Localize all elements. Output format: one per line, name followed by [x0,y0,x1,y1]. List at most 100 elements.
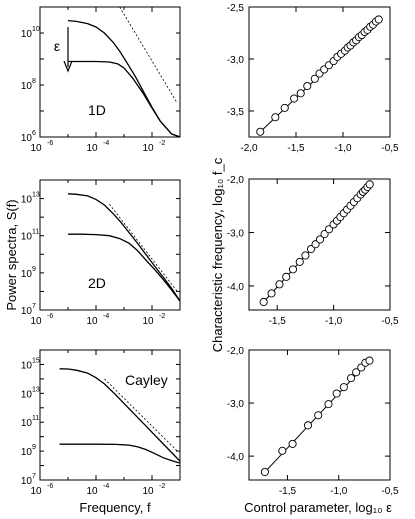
y-tick-label: 10 [21,447,33,458]
x-tick-label: 10 [86,316,98,327]
spectrum-series-2 [68,60,180,137]
x-tick-exponent: -6 [47,313,53,320]
y-tick-label: -2,5 [227,3,245,14]
plot-frame [248,178,391,311]
y-tick-exponent: 9 [32,266,36,273]
x-tick-exponent: -2 [159,140,165,147]
characteristic-frequency-panels: -2,0 -1,5 -1,0 -0,5 -3,5 -3,0 -2,5 -1,5 -1,0 -0,5… [227,3,399,497]
x-tick-label: 10 [30,143,42,154]
data-point [352,368,361,377]
x-tick-label: -1,0 [334,143,352,154]
y-tick-label: -3,5 [227,107,245,118]
y-tick-label: 10 [21,389,33,400]
data-point [306,244,316,254]
x-tick-exponent: -4 [103,313,109,320]
data-point [282,272,291,281]
data-point [290,94,299,103]
x-tick-label: -1,5 [269,316,287,327]
data-point [288,265,298,274]
data-point [259,297,268,307]
data-point [320,230,329,239]
x-tick-exponent: -6 [47,483,53,490]
y-tick-label: -3,0 [227,228,245,239]
data-point [332,389,341,398]
left-x-axis-label: Frequency, f [79,500,151,515]
y-tick-label: 10 [21,360,33,371]
x-tick-label: 10 [30,316,42,327]
spectrum-series-2 [59,443,180,464]
x-tick-exponent: -4 [103,483,109,490]
data-point [288,439,297,448]
y-tick-label: 10 [21,81,33,92]
y-tick-exponent: 8 [32,78,36,85]
y-tick-exponent: 10 [32,26,40,33]
y-tick-label: -2,0 [227,175,245,186]
x-tick-label: -0,5 [381,486,399,497]
x-tick-label: -0,5 [381,316,399,327]
data-point [256,127,265,136]
frequency-panel-2: -1,5 -1,0 -0,5 -4,0 -3,0 -2,0 [227,175,399,327]
data-point [260,467,269,477]
y-tick-label: -2,0 [227,346,245,357]
x-tick-label: -1,0 [330,486,348,497]
data-point [365,356,374,365]
y-tick-label: 10 [21,269,33,280]
y-tick-label: 10 [21,476,33,487]
y-tick-label: -4,0 [227,282,245,293]
data-point [303,421,313,430]
data-point [275,280,284,289]
y-tick-exponent: 13 [32,386,40,393]
spectrum-series-1 [67,193,180,302]
x-tick-label: 10 [86,486,98,497]
slope-guide-line [119,7,178,104]
data-point [365,180,374,189]
plot-frame [248,6,391,138]
left-y-axis-label: Power spectra, S(f) [4,199,19,310]
data-point [280,103,289,112]
y-tick-exponent: 11 [32,415,39,422]
epsilon-arrowhead [63,60,73,73]
x-tick-label: -2,0 [240,143,258,154]
data-point [311,240,320,249]
y-tick-exponent: 7 [32,473,36,480]
frequency-panel-1: -2,0 -1,5 -1,0 -0,5 -3,5 -3,0 -2,5 [227,3,399,154]
y-tick-label: 10 [21,29,33,40]
x-tick-label: -1,0 [325,316,343,327]
x-tick-label: -1,5 [287,143,305,154]
y-tick-label: 10 [21,195,33,206]
y-tick-label: -3,0 [227,399,245,410]
data-point [303,81,312,91]
x-tick-exponent: -4 [103,140,109,147]
x-tick-label: 10 [142,316,154,327]
y-tick-label: -4,0 [227,452,245,463]
right-x-axis-label: Control parameter, log₁₀ ε [244,500,392,515]
panel-label: Cayley [125,372,168,388]
data-point [316,235,325,244]
x-tick-label: 10 [142,486,154,497]
x-tick-exponent: -2 [159,313,165,320]
epsilon-label: ε [54,38,60,54]
data-point [374,15,383,24]
data-point [324,400,333,409]
x-tick-exponent: -2 [159,483,165,490]
plot-frame [39,349,181,481]
y-tick-exponent: 15 [32,357,40,364]
y-tick-label: 10 [21,133,33,144]
y-tick-label: 10 [21,232,33,243]
data-point [301,251,310,260]
y-tick-exponent: 7 [32,303,36,310]
x-tick-label: 10 [30,486,42,497]
data-point [296,89,305,98]
spectrum-series-2 [68,233,180,302]
data-point [325,225,334,234]
plot-frame [39,179,181,311]
y-tick-label: -3,0 [227,55,245,66]
y-tick-exponent: 13 [32,192,40,199]
x-tick-label: 10 [86,143,98,154]
y-tick-label: 10 [21,306,33,317]
